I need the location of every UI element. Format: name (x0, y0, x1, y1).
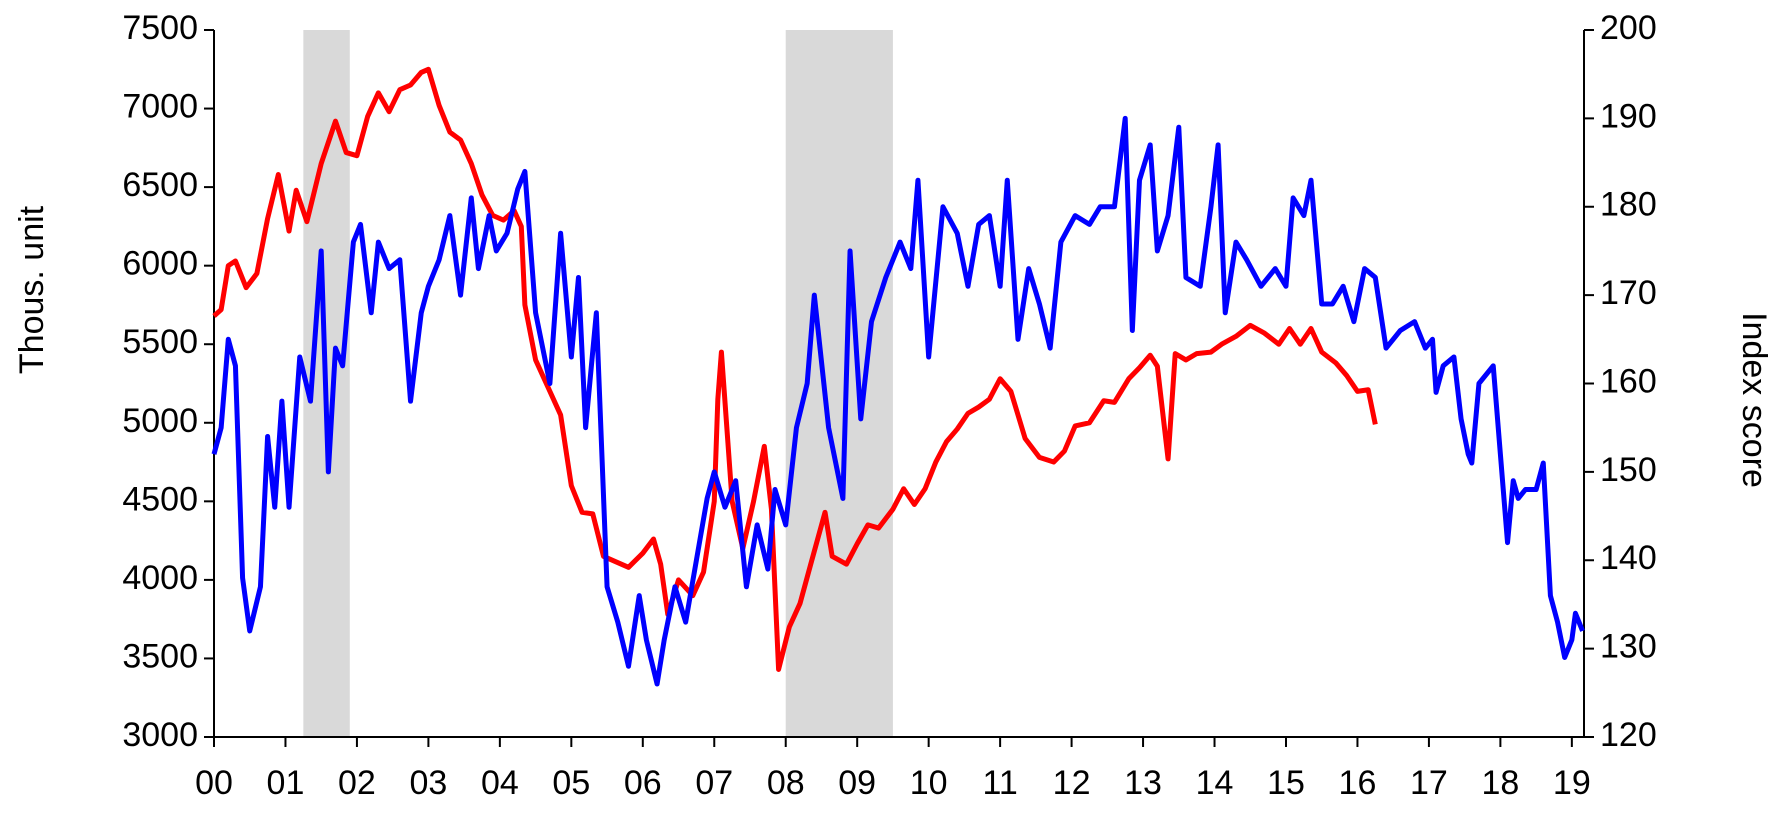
x-tick-label: 18 (1481, 764, 1519, 802)
y-tick-label: 4500 (122, 480, 198, 518)
x-tick-label: 10 (910, 764, 948, 802)
y-tick-label: 5500 (122, 323, 198, 361)
x-tick-label: 16 (1339, 764, 1377, 802)
y-tick-label: 6000 (122, 245, 198, 283)
y-tick-label: 7500 (122, 9, 198, 47)
line-series (212, 66, 1378, 672)
x-tick-label: 15 (1267, 764, 1305, 802)
x-tick-label: 07 (695, 764, 733, 802)
y-tick-label: 3500 (122, 637, 198, 675)
shaded-band (785, 30, 893, 737)
y-tick-label: 4000 (122, 559, 198, 597)
y2-tick-label: 190 (1600, 97, 1657, 135)
x-tick-label: 17 (1410, 764, 1448, 802)
x-tick-label: 03 (409, 764, 447, 802)
y2-tick-label: 120 (1600, 716, 1657, 754)
x-tick-label: 13 (1124, 764, 1162, 802)
x-tick-label: 11 (982, 764, 1017, 802)
y2-tick-label: 160 (1600, 362, 1657, 400)
y2-tick-label: 140 (1600, 539, 1657, 577)
y2-tick-label: 130 (1600, 628, 1657, 666)
x-tick-label: 12 (1053, 764, 1091, 802)
y-tick-label: 5000 (122, 402, 198, 440)
x-tick-label: 08 (767, 764, 805, 802)
y2-axis-label: Index score (1735, 312, 1773, 488)
y2-tick-label: 180 (1600, 186, 1657, 224)
x-tick-label: 09 (838, 764, 876, 802)
x-tick-label: 04 (481, 764, 519, 802)
x-tick-label: 00 (195, 764, 233, 802)
x-tick-label: 19 (1553, 764, 1591, 802)
y-axis-label: Thous. unit (13, 205, 51, 374)
y-tick-label: 3000 (122, 716, 198, 754)
y-tick-label: 6500 (122, 166, 198, 204)
y-tick-label: 7000 (122, 88, 198, 126)
x-tick-label: 06 (624, 764, 662, 802)
y2-tick-label: 150 (1600, 451, 1657, 489)
x-tick-label: 05 (552, 764, 590, 802)
line-series (211, 115, 1585, 687)
x-tick-label: 01 (267, 764, 305, 802)
y2-tick-label: 170 (1600, 274, 1657, 312)
x-tick-label: 14 (1196, 764, 1234, 802)
x-tick-label: 02 (338, 764, 376, 802)
y2-tick-label: 200 (1600, 9, 1657, 47)
